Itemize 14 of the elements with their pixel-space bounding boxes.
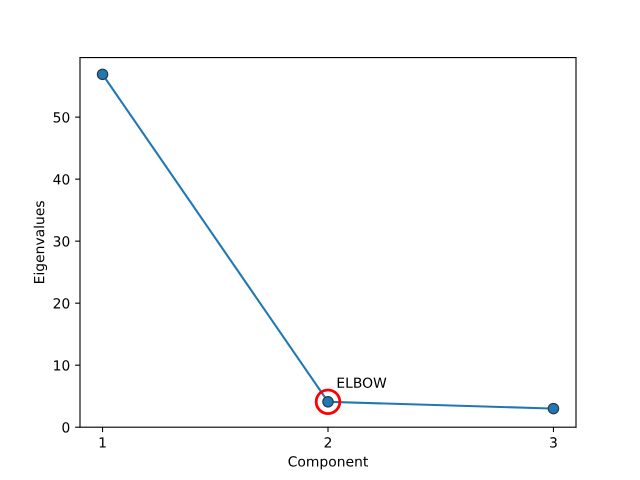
point [96,68,108,80]
y-tick-label: 30 [54,236,70,247]
annotation: ELBOW [338,377,386,388]
y-tick-label: 10 [54,360,70,371]
x-tick-label: 2 [324,437,332,448]
y-tick-label: 0 [62,422,70,433]
y-tick-label: 40 [53,174,70,185]
y-axis-title: Eigenvalues [34,201,48,284]
x-axis-title: Component [288,456,368,470]
point [548,402,560,414]
x-tick-label: 3 [550,437,557,448]
y-tick-label: 20 [54,298,70,309]
y-tick-label: 50 [54,112,70,123]
x-tick-label: 1 [100,437,106,448]
